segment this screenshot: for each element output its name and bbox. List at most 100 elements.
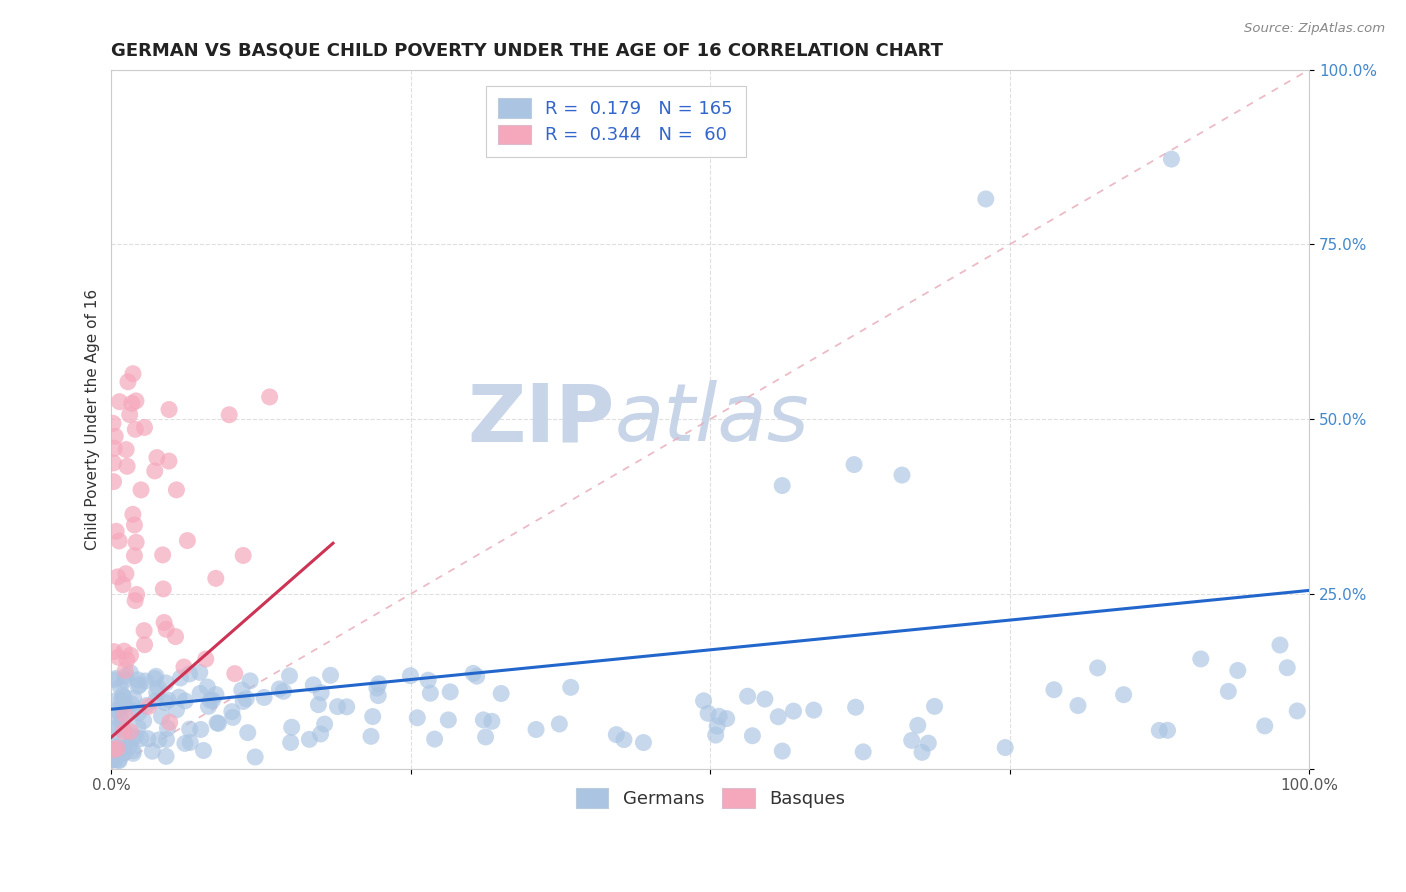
Text: ZIP: ZIP xyxy=(467,380,614,458)
Point xyxy=(141,744,163,758)
Point xyxy=(176,533,198,548)
Point xyxy=(253,690,276,705)
Point xyxy=(399,669,422,683)
Point xyxy=(472,713,495,727)
Point xyxy=(127,673,149,687)
Point xyxy=(104,429,127,443)
Text: Source: ZipAtlas.com: Source: ZipAtlas.com xyxy=(1244,22,1385,36)
Point xyxy=(145,694,167,708)
Point xyxy=(179,722,201,736)
Point xyxy=(201,693,224,707)
Point xyxy=(108,394,131,409)
Point xyxy=(115,566,138,581)
Point xyxy=(125,587,148,601)
Point xyxy=(105,741,128,756)
Point xyxy=(110,700,132,714)
Point xyxy=(314,717,336,731)
Point xyxy=(127,679,149,693)
Point xyxy=(112,723,135,738)
Point xyxy=(107,650,129,665)
Point xyxy=(221,705,243,719)
Point xyxy=(924,699,946,714)
Point xyxy=(326,699,349,714)
Point xyxy=(309,727,332,741)
Point xyxy=(465,669,488,683)
Point xyxy=(707,709,730,723)
Point xyxy=(298,732,321,747)
Point xyxy=(179,667,201,681)
Point xyxy=(103,743,125,757)
Point xyxy=(108,754,131,768)
Point xyxy=(118,739,141,754)
Point xyxy=(524,723,547,737)
Point xyxy=(239,673,262,688)
Point xyxy=(134,673,156,688)
Point xyxy=(103,644,125,658)
Point xyxy=(105,672,128,686)
Point xyxy=(770,478,793,492)
Point xyxy=(153,696,176,710)
Point xyxy=(124,422,146,436)
Point xyxy=(155,676,177,690)
Point xyxy=(548,717,571,731)
Point xyxy=(419,686,441,700)
Point xyxy=(280,720,302,734)
Point xyxy=(103,456,125,470)
Point xyxy=(129,483,152,497)
Point xyxy=(101,752,124,766)
Point xyxy=(197,699,219,714)
Point xyxy=(302,678,325,692)
Y-axis label: Child Poverty Under the Age of 16: Child Poverty Under the Age of 16 xyxy=(86,289,100,549)
Point xyxy=(114,664,136,678)
Point xyxy=(112,690,135,704)
Point xyxy=(114,746,136,760)
Point xyxy=(1067,698,1090,713)
Point xyxy=(107,739,129,754)
Point xyxy=(243,750,266,764)
Point xyxy=(770,744,793,758)
Point xyxy=(259,390,281,404)
Point xyxy=(269,681,291,696)
Point xyxy=(782,704,804,718)
Point xyxy=(167,690,190,705)
Point xyxy=(1277,661,1299,675)
Point xyxy=(741,729,763,743)
Point xyxy=(121,731,143,745)
Point xyxy=(115,459,138,474)
Point xyxy=(174,736,197,750)
Legend: Germans, Basques: Germans, Basques xyxy=(568,781,852,815)
Point xyxy=(706,719,728,733)
Point xyxy=(105,524,128,539)
Point xyxy=(193,743,215,757)
Point xyxy=(474,730,496,744)
Point xyxy=(105,710,128,724)
Point xyxy=(145,669,167,683)
Point xyxy=(319,668,342,682)
Point xyxy=(103,694,125,708)
Point xyxy=(194,652,217,666)
Point xyxy=(118,408,141,422)
Point xyxy=(128,706,150,720)
Point xyxy=(111,577,134,591)
Point xyxy=(114,729,136,743)
Point xyxy=(207,716,229,731)
Point xyxy=(1160,152,1182,166)
Point xyxy=(716,712,738,726)
Point xyxy=(111,714,134,729)
Point xyxy=(605,728,627,742)
Point xyxy=(136,731,159,746)
Point xyxy=(127,720,149,734)
Point xyxy=(1149,723,1171,738)
Point xyxy=(121,396,143,410)
Point xyxy=(120,724,142,739)
Point xyxy=(112,741,135,756)
Point xyxy=(122,691,145,706)
Point xyxy=(105,703,128,717)
Point xyxy=(891,468,914,483)
Point xyxy=(125,535,148,549)
Point xyxy=(120,665,142,680)
Point xyxy=(423,732,446,747)
Point xyxy=(124,549,146,563)
Point xyxy=(104,753,127,767)
Point xyxy=(125,393,148,408)
